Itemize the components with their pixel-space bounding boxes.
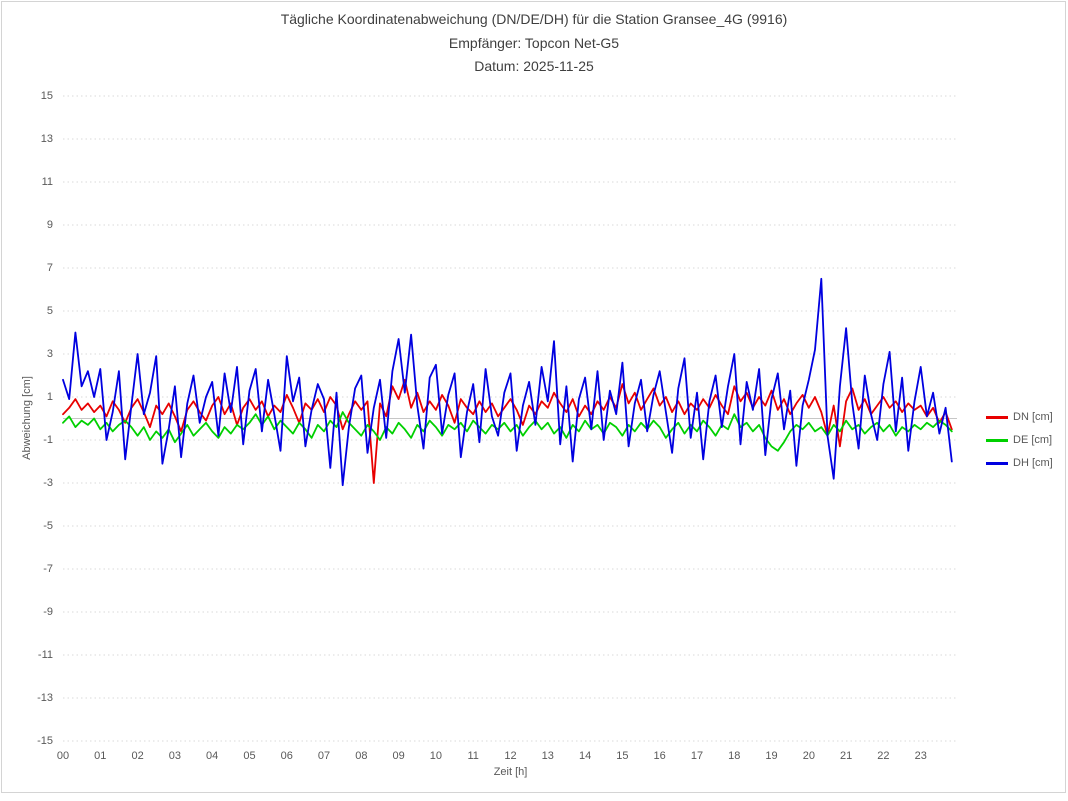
- y-tick-label: 1: [46, 390, 53, 403]
- y-tick-label: 3: [46, 347, 53, 360]
- legend-label: DH [cm]: [1013, 457, 1053, 469]
- x-tick-label: 05: [243, 750, 256, 762]
- series-line-dh: [62, 277, 953, 487]
- y-axis-label: Abweichung [cm]: [21, 376, 33, 460]
- y-tick-label: -5: [43, 519, 53, 532]
- x-axis-label: Zeit [h]: [493, 766, 528, 778]
- x-tick-label: 14: [578, 750, 592, 762]
- x-tick-label: 18: [728, 750, 741, 762]
- x-tick-label: 11: [467, 750, 479, 762]
- legend: DN [cm] DE [cm] DH [cm]: [986, 409, 1053, 471]
- x-tick-label: 04: [206, 750, 219, 762]
- x-tick-label: 19: [765, 750, 778, 762]
- x-tick-label: 02: [131, 750, 144, 762]
- x-tick-label: 15: [616, 750, 629, 762]
- x-tick-label: 00: [56, 750, 70, 762]
- y-tick-label: 15: [40, 89, 53, 102]
- y-tick-label: 7: [46, 261, 53, 274]
- chart-title: Tägliche Koordinatenabweichung (DN/DE/DH…: [280, 11, 788, 27]
- x-tick-label: 07: [317, 750, 331, 762]
- y-tick-label: 9: [46, 218, 53, 231]
- x-tick-label: 06: [280, 750, 293, 762]
- x-tick-label: 01: [94, 750, 107, 762]
- x-tick-label: 20: [802, 750, 815, 762]
- x-tick-label: 09: [392, 750, 405, 762]
- y-tick-label: 11: [41, 175, 53, 188]
- y-tick-label: 13: [40, 132, 53, 145]
- series-line-dn: [62, 378, 953, 484]
- x-tick-label: 10: [429, 750, 443, 762]
- y-tick-label: -13: [37, 691, 53, 704]
- legend-swatch: [986, 438, 1008, 442]
- y-tick-label: 5: [46, 304, 53, 317]
- chart-subtitle-receiver: Empfänger: Topcon Net-G5: [448, 35, 620, 51]
- y-tick-label: -7: [43, 562, 53, 575]
- legend-item-dh: DH [cm]: [986, 455, 1053, 471]
- y-tick-label: -11: [37, 648, 53, 661]
- x-tick-label: 23: [914, 750, 927, 762]
- x-tick-label: 22: [877, 750, 890, 762]
- legend-label: DE [cm]: [1013, 434, 1053, 446]
- legend-swatch: [986, 461, 1008, 465]
- x-tick-label: 17: [690, 750, 704, 762]
- x-tick-label: 08: [355, 750, 368, 762]
- chart-subtitle-date: Datum: 2025-11-25: [474, 58, 594, 74]
- series-line-de: [62, 411, 953, 452]
- legend-swatch: [986, 415, 1008, 419]
- y-tick-label: -15: [37, 734, 53, 747]
- y-tick-label: -3: [43, 476, 53, 489]
- y-tick-label: -1: [43, 433, 53, 446]
- x-tick-label: 13: [541, 750, 554, 762]
- legend-item-de: DE [cm]: [986, 432, 1053, 448]
- x-tick-label: 12: [504, 750, 517, 762]
- x-tick-label: 21: [840, 750, 853, 762]
- y-tick-label: -9: [43, 605, 53, 618]
- x-tick-label: 03: [168, 750, 181, 762]
- legend-label: DN [cm]: [1013, 411, 1053, 423]
- legend-item-dn: DN [cm]: [986, 409, 1053, 425]
- x-tick-label: 16: [653, 750, 666, 762]
